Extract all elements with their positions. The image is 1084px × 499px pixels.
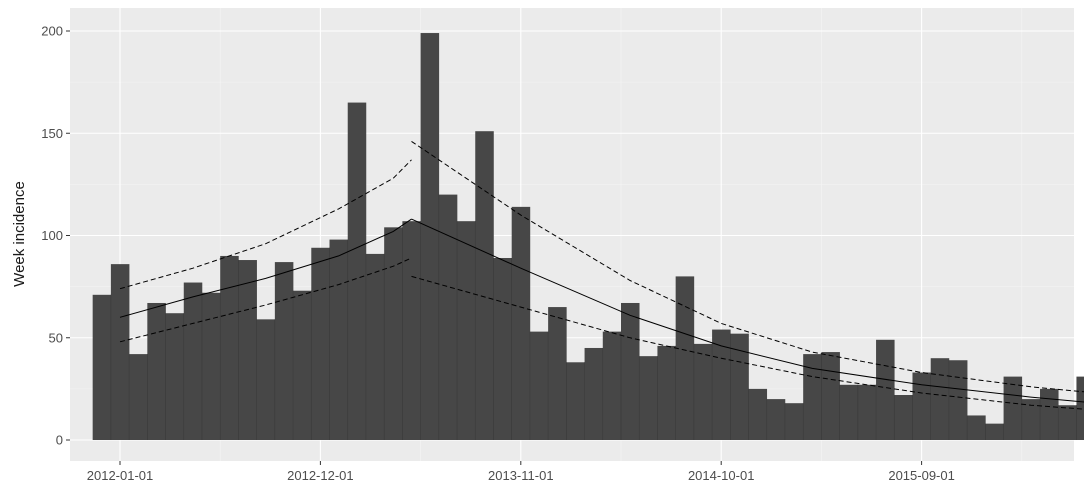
bar <box>493 257 512 440</box>
y-axis-title: Week incidence <box>11 181 28 287</box>
bar <box>894 395 913 440</box>
x-tick-label: 2014-10-01 <box>688 468 755 483</box>
bar <box>256 319 276 440</box>
bar <box>165 313 185 440</box>
bar <box>1040 388 1059 440</box>
bar <box>912 372 932 440</box>
bar <box>274 262 294 440</box>
bar <box>639 356 658 440</box>
bar <box>1058 405 1077 440</box>
bar <box>1003 376 1023 440</box>
bar <box>384 227 403 440</box>
bar <box>311 247 330 440</box>
bar <box>220 255 239 440</box>
fit-line <box>119 218 412 318</box>
bar <box>110 264 130 440</box>
bar <box>402 221 421 440</box>
y-tick-label: 50 <box>49 330 63 345</box>
bar <box>602 331 622 440</box>
y-tick-label: 0 <box>56 433 63 448</box>
bar <box>1021 399 1041 440</box>
bar <box>621 302 640 440</box>
bar <box>766 399 786 440</box>
bar <box>457 221 476 440</box>
bar <box>967 415 986 440</box>
bar <box>147 302 166 440</box>
bar <box>511 206 531 440</box>
y-tick-label: 150 <box>41 126 63 141</box>
bar <box>584 347 604 440</box>
histogram-bars <box>92 33 1084 441</box>
bar <box>748 388 768 440</box>
bar <box>675 276 695 440</box>
bar <box>201 292 221 440</box>
bar <box>566 362 585 440</box>
bar <box>857 384 877 440</box>
bar <box>129 354 148 440</box>
x-tick-label: 2012-12-01 <box>287 468 354 483</box>
bar <box>730 333 749 440</box>
y-tick-label: 200 <box>41 24 63 39</box>
x-tick-label: 2013-11-01 <box>488 468 554 483</box>
x-axis: 2012-01-01 2012-12-01 2013-11-01 2014-10-01… <box>87 461 955 483</box>
bar <box>347 102 367 440</box>
bar <box>365 253 385 440</box>
bar <box>1076 376 1084 440</box>
bar <box>657 345 676 440</box>
bar <box>475 131 494 440</box>
bar <box>238 260 257 440</box>
bar <box>329 239 349 440</box>
fit-line <box>411 218 1084 403</box>
bar <box>784 403 804 440</box>
bar <box>876 339 895 440</box>
upper-ci-line <box>119 159 412 290</box>
bar <box>548 307 567 440</box>
bar <box>420 33 440 441</box>
x-tick-label: 2015-09-01 <box>888 468 955 483</box>
bar <box>438 194 458 440</box>
bar <box>930 358 950 440</box>
bar <box>293 290 312 440</box>
bar <box>985 423 1004 440</box>
bar <box>839 384 859 440</box>
bar <box>693 343 713 440</box>
y-tick-label: 100 <box>41 228 63 243</box>
lower-ci-line <box>119 257 412 343</box>
bar <box>92 294 112 440</box>
bar <box>948 360 968 440</box>
y-axis: 0 50 100 150 200 <box>41 24 70 448</box>
bar <box>821 352 840 440</box>
bar <box>183 282 203 440</box>
trend-lines <box>119 140 1084 410</box>
x-tick-label: 2012-01-01 <box>87 468 154 483</box>
bar <box>529 331 549 440</box>
